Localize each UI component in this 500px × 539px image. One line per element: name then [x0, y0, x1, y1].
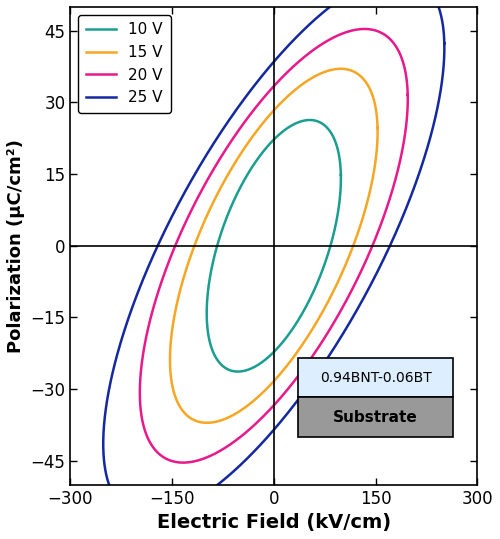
20 V	[284, 388, 290, 394]
Text: Substrate: Substrate	[333, 410, 418, 425]
15 V	[338, 66, 344, 72]
Line: 15 V: 15 V	[170, 69, 378, 423]
X-axis label: Electric Field (kV/cm): Electric Field (kV/cm)	[156, 513, 391, 532]
10 V	[306, 117, 312, 123]
10 V	[235, 368, 241, 375]
20 V	[394, 44, 400, 51]
15 V	[182, 410, 188, 417]
10 V	[338, 172, 344, 178]
25 V	[442, 40, 448, 46]
Line: 20 V: 20 V	[140, 29, 408, 462]
20 V	[362, 26, 368, 32]
Text: 0.94BNT-0.06BT: 0.94BNT-0.06BT	[320, 371, 432, 385]
20 V	[188, 459, 194, 465]
10 V	[278, 341, 283, 348]
15 V	[281, 366, 287, 372]
25 V	[287, 407, 293, 413]
FancyBboxPatch shape	[298, 358, 453, 397]
20 V	[404, 92, 410, 98]
20 V	[169, 458, 175, 464]
15 V	[192, 417, 198, 424]
Line: 25 V: 25 V	[103, 0, 444, 516]
10 V	[220, 363, 226, 369]
25 V	[146, 513, 152, 520]
15 V	[204, 419, 210, 426]
20 V	[404, 92, 410, 98]
15 V	[341, 265, 347, 272]
10 V	[338, 172, 344, 178]
15 V	[374, 125, 380, 131]
15 V	[374, 125, 380, 131]
20 V	[180, 459, 186, 466]
15 V	[207, 419, 213, 426]
Line: 10 V: 10 V	[206, 120, 341, 371]
10 V	[332, 138, 338, 144]
25 V	[124, 507, 130, 514]
FancyBboxPatch shape	[298, 397, 453, 437]
10 V	[214, 355, 220, 362]
15 V	[366, 84, 372, 90]
25 V	[141, 513, 147, 519]
25 V	[386, 245, 392, 252]
10 V	[229, 368, 235, 374]
20 V	[361, 261, 367, 268]
Legend: 10 V, 15 V, 20 V, 25 V: 10 V, 15 V, 20 V, 25 V	[78, 15, 170, 113]
10 V	[316, 275, 322, 281]
Y-axis label: Polarization (μC/cm²): Polarization (μC/cm²)	[7, 139, 25, 353]
20 V	[156, 451, 162, 457]
25 V	[442, 40, 448, 46]
25 V	[165, 510, 171, 516]
